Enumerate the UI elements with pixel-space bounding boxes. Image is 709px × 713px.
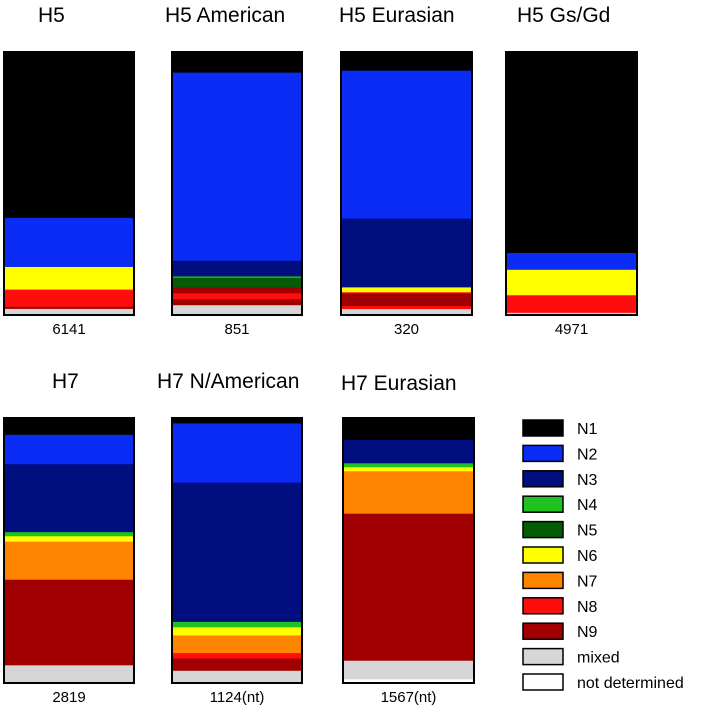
segment-n4 [172,276,302,279]
sample-count-label: 4971 [555,321,588,338]
legend-label: N1 [577,421,598,438]
legend-label: N6 [577,548,598,565]
chart-title: H7 N/American [157,370,299,393]
segment-n8 [4,289,134,308]
sample-count-label: 320 [394,321,419,338]
segment-n6 [341,287,472,293]
segment-n2 [4,434,134,465]
chart-title: H5 Eurasian [339,4,455,27]
segment-n4 [172,621,302,628]
chart-title: H7 [52,370,79,393]
legend-label: N7 [577,573,598,590]
segment-n6 [343,467,474,472]
segment-mixed [4,308,134,316]
bar-outline [3,51,135,316]
segment-n9 [172,658,302,672]
segment-n9 [4,306,134,310]
sample-count-label: 2819 [52,689,85,706]
segment-n2 [506,253,637,271]
chart-title: H5 American [165,4,285,27]
segment-n2 [172,423,302,484]
segment-n2 [4,217,134,268]
legend-swatch-n6 [522,546,564,564]
legend-swatch-n7 [522,571,564,590]
legend-swatch-mixed [522,647,564,666]
sample-count-label: 1567(nt) [381,689,437,706]
legend-swatch-n1 [522,419,564,437]
segment-n3 [172,260,302,277]
chart-title: H7 Eurasian [341,372,457,395]
segment-n1 [4,418,134,436]
segment-n8 [172,653,302,660]
segment-n7 [343,471,474,515]
segment-n1 [341,52,472,72]
segment-n8 [341,306,472,310]
segment-n1 [172,418,302,424]
segment-n9 [343,513,474,662]
legend-swatch-n9 [522,622,564,640]
segment-n1 [172,52,302,74]
segment-n1 [4,52,134,219]
segment-n7 [4,541,134,581]
legend-label: N8 [577,599,598,616]
legend-swatch-not-determined [522,673,564,691]
segment-n6 [4,266,134,291]
segment-mixed [343,660,474,680]
segment-n2 [172,72,302,262]
segment-n6 [506,269,637,296]
segment-n1 [506,52,637,254]
legend-swatch-n5 [522,520,564,539]
segment-n3 [343,440,474,464]
bar-outline [171,51,303,316]
segment-n7 [172,635,302,654]
sample-count-label: 1124(nt) [210,689,265,706]
segment-n8 [172,293,302,300]
legend-label: N4 [577,497,598,514]
segment-n2 [341,70,472,220]
segment-n8 [341,292,472,294]
bar-outline [340,51,473,316]
legend-swatch-n4 [522,495,564,513]
sample-count-label: 6141 [52,321,85,338]
segment-not-determined [343,679,474,684]
segment-n3 [172,482,302,623]
legend-label: N5 [577,523,598,540]
segment-mixed [172,670,302,684]
legend-label: N2 [577,446,598,463]
segment-n9 [4,579,134,666]
segment-n3 [341,218,472,288]
segment-n9 [172,299,302,306]
segment-n5 [172,277,302,288]
legend-swatch-n3 [522,470,564,488]
chart-title: H5 [38,4,65,27]
legend-swatch-n8 [522,597,564,615]
bar-outline [171,417,303,684]
legend-swatch-n2 [522,444,564,463]
segment-n4 [343,463,474,468]
bar-outline [342,417,475,684]
legend-label: not determined [577,675,684,692]
legend-label: N9 [577,624,598,641]
segment-n4 [4,532,134,537]
legend-label: mixed [577,650,620,667]
segment-mixed [341,309,472,316]
legend-label: N3 [577,472,598,489]
segment-mixed [4,665,134,684]
segment-n3 [4,464,134,533]
segment-n9 [341,293,472,307]
segment-n6 [172,627,302,636]
chart-title: H5 Gs/Gd [517,4,610,27]
bar-outline [505,51,638,316]
segment-n1 [343,418,474,441]
segment-n9 [172,287,302,294]
bar-outline [3,417,135,684]
segment-n6 [4,536,134,543]
segment-mixed [172,305,302,316]
sample-count-label: 851 [224,321,249,338]
segment-n8 [506,295,637,314]
